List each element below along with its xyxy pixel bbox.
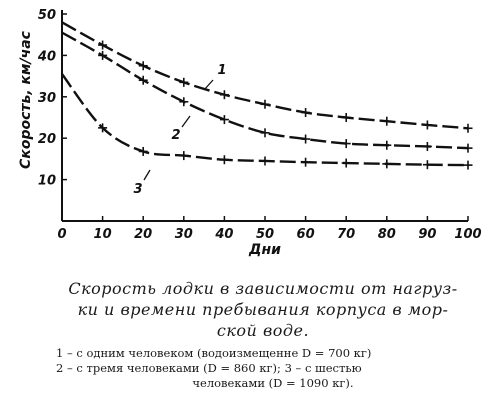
x-tick-label: 30 [175, 227, 193, 242]
legend-line: 1 – с одним человеком (водоизмещенне D =… [56, 346, 372, 360]
series-label-1: 1 [217, 63, 226, 78]
x-tick-label: 50 [256, 227, 274, 242]
series-line-3 [61, 73, 469, 167]
series-label-2: 2 [171, 128, 180, 143]
y-axis-title: Скорость, км/час [18, 30, 34, 169]
y-tick-label: 40 [37, 49, 56, 64]
y-tick-label: 20 [38, 132, 56, 147]
caption-line: ской воде. [216, 321, 310, 340]
series-label-leader-2 [181, 115, 191, 128]
legend-line: 2 – с тремя человеками (D = 860 кг); 3 –… [56, 361, 362, 375]
y-tick-label: 30 [38, 91, 56, 106]
caption-line: Скорость лодки в зависимости от нагруз- [68, 279, 458, 298]
x-tick-label: 60 [297, 227, 315, 242]
legend-line: человеками (D = 1090 кг). [192, 376, 354, 390]
x-tick-label: 100 [454, 227, 481, 242]
series-line-1 [61, 21, 469, 130]
x-tick-label: 90 [418, 227, 436, 242]
series-label-leader-1 [203, 79, 214, 91]
series-group [61, 21, 473, 170]
caption-line: ки и времени пребывания корпуса в мор- [77, 300, 449, 319]
x-tick-label: 40 [214, 227, 233, 242]
axes [61, 10, 468, 222]
ticks: 0 10 20 30 40 50 60 70 80 90 100 10 20 30 40 50 [37, 8, 482, 242]
x-tick-label: 20 [134, 227, 152, 242]
x-tick-label: 10 [94, 227, 112, 242]
x-tick-label: 70 [337, 227, 355, 242]
x-tick-label: 80 [378, 227, 396, 242]
x-tick-label: 0 [57, 227, 66, 242]
series-line-2 [61, 31, 469, 150]
x-axis-title: Дни [248, 242, 281, 258]
y-tick-label: 10 [38, 174, 56, 189]
figure-caption: Скорость лодки в зависимости от нагруз- … [40, 278, 486, 341]
series-label-leader-3 [143, 169, 151, 181]
speed-chart: 0 10 20 30 40 50 60 70 80 90 100 10 20 30 40 50 1 2 3 Дни… [18, 8, 482, 258]
series-label-3: 3 [133, 182, 142, 197]
y-tick-label: 50 [38, 8, 56, 23]
series-labels: 1 2 3 [133, 63, 226, 197]
figure-legend: 1 – с одним человеком (водоизмещенне D =… [56, 346, 490, 391]
